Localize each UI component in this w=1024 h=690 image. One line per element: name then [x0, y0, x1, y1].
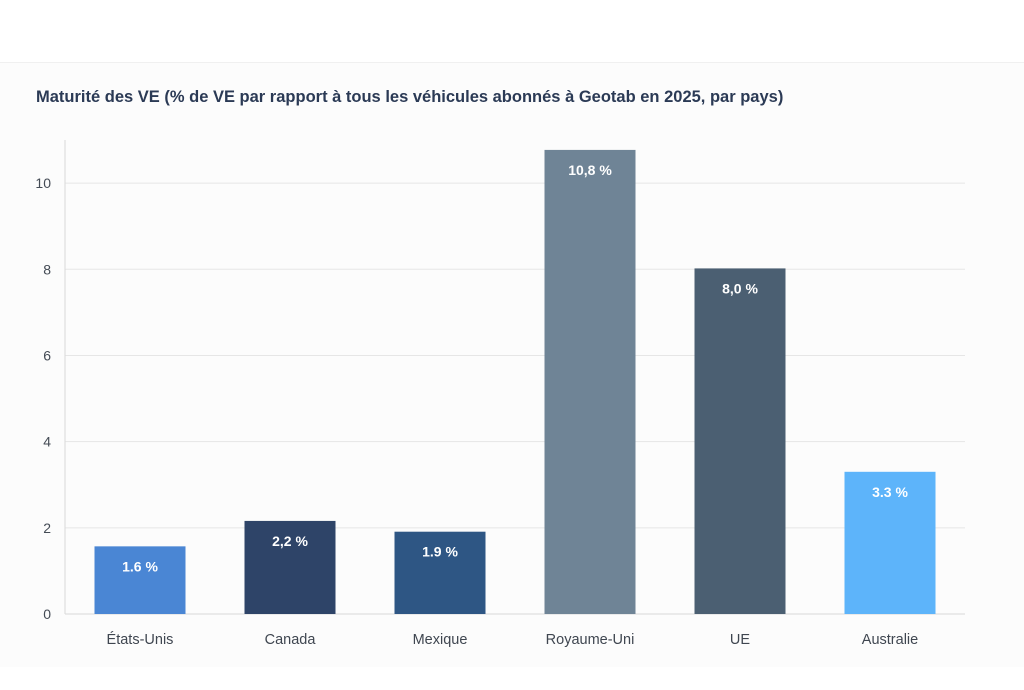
bar-data-label: 2,2 %	[272, 533, 308, 549]
chart-title: Maturité des VE (% de VE par rapport à t…	[36, 88, 784, 106]
y-tick-label: 8	[43, 261, 51, 277]
y-tick-label: 6	[43, 347, 51, 363]
y-tick-label: 10	[35, 175, 51, 191]
x-tick-label: Australie	[862, 632, 918, 648]
x-tick-label: Mexique	[413, 632, 468, 648]
bar	[844, 471, 936, 614]
bar-data-label: 8,0 %	[722, 280, 758, 296]
bar	[94, 546, 186, 614]
x-tick-label: UE	[730, 632, 750, 648]
bar	[394, 531, 486, 614]
bar	[694, 268, 786, 614]
x-tick-label: États-Unis	[107, 631, 174, 648]
bar-data-label: 10,8 %	[568, 162, 612, 178]
y-tick-label: 0	[43, 606, 51, 622]
y-tick-label: 2	[43, 520, 51, 536]
x-tick-label: Royaume-Uni	[546, 632, 635, 648]
y-tick-label: 4	[43, 434, 51, 450]
bar-data-label: 3.3 %	[872, 484, 908, 500]
bar	[244, 520, 336, 614]
bar-data-label: 1.9 %	[422, 544, 458, 560]
bar-data-label: 1.6 %	[122, 558, 158, 574]
bar	[544, 149, 636, 615]
x-tick-label: Canada	[265, 632, 317, 648]
